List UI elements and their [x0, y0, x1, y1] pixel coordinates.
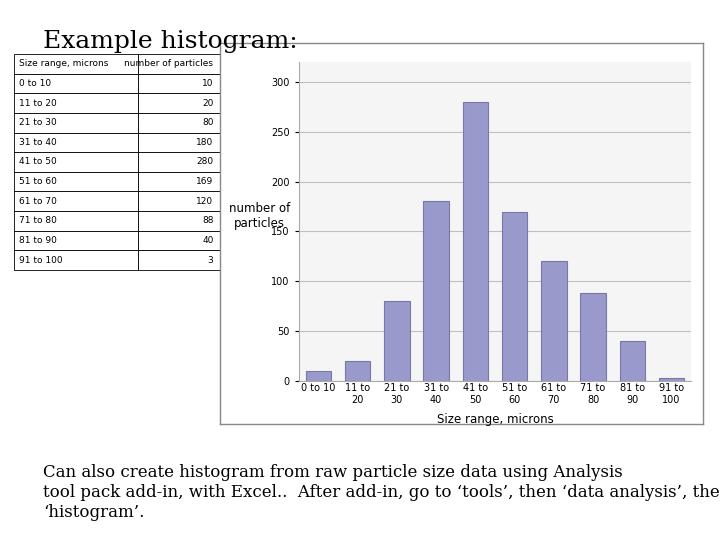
Bar — [138, 73, 220, 93]
Text: 10: 10 — [202, 79, 213, 88]
Bar — [14, 93, 138, 113]
Bar — [14, 152, 138, 172]
Text: Example histogram:: Example histogram: — [43, 30, 298, 53]
Text: 88: 88 — [202, 217, 213, 225]
Bar — [620, 341, 645, 381]
Bar — [138, 251, 220, 270]
Bar — [659, 377, 684, 381]
Bar — [138, 113, 220, 132]
Text: 180: 180 — [196, 138, 213, 147]
Text: tool pack add-in, with Excel..  After add-in, go to ‘tools’, then ‘data analysis: tool pack add-in, with Excel.. After add… — [43, 484, 720, 501]
Text: 21 to 30: 21 to 30 — [19, 118, 56, 127]
Text: 81 to 90: 81 to 90 — [19, 236, 56, 245]
Bar — [423, 201, 449, 381]
Text: 91 to 100: 91 to 100 — [19, 255, 62, 265]
Text: 71 to 80: 71 to 80 — [19, 217, 56, 225]
Bar — [138, 172, 220, 192]
Text: 169: 169 — [196, 177, 213, 186]
Text: number of
particles: number of particles — [229, 202, 290, 230]
Bar — [306, 371, 331, 381]
Bar — [14, 231, 138, 251]
Text: 280: 280 — [197, 158, 213, 166]
Bar — [138, 192, 220, 211]
Bar — [138, 132, 220, 152]
Text: Can also create histogram from raw particle size data using Analysis: Can also create histogram from raw parti… — [43, 464, 623, 481]
Bar — [138, 231, 220, 251]
Text: 11 to 20: 11 to 20 — [19, 99, 56, 107]
Bar — [138, 211, 220, 231]
Text: ‘histogram’.: ‘histogram’. — [43, 504, 145, 521]
Bar — [463, 102, 488, 381]
Bar — [580, 293, 606, 381]
Text: 51 to 60: 51 to 60 — [19, 177, 56, 186]
X-axis label: Size range, microns: Size range, microns — [436, 414, 554, 427]
Text: 0 to 10: 0 to 10 — [19, 79, 50, 88]
Bar — [14, 251, 138, 270]
Bar — [345, 361, 370, 381]
Bar — [14, 73, 138, 93]
Bar — [138, 93, 220, 113]
Bar — [14, 54, 138, 73]
Bar — [14, 172, 138, 192]
Text: 40: 40 — [202, 236, 213, 245]
Text: 20: 20 — [202, 99, 213, 107]
Text: 120: 120 — [197, 197, 213, 206]
Bar — [502, 212, 527, 381]
Bar — [14, 113, 138, 132]
Text: Size range, microns: Size range, microns — [19, 59, 108, 69]
Text: 80: 80 — [202, 118, 213, 127]
Bar — [384, 301, 410, 381]
Bar — [14, 132, 138, 152]
Bar — [14, 211, 138, 231]
Text: 61 to 70: 61 to 70 — [19, 197, 56, 206]
Bar — [138, 152, 220, 172]
Text: number of particles: number of particles — [125, 59, 213, 69]
Bar — [138, 54, 220, 73]
Bar — [541, 261, 567, 381]
Text: 3: 3 — [207, 255, 213, 265]
Text: 41 to 50: 41 to 50 — [19, 158, 56, 166]
Bar — [14, 192, 138, 211]
Text: 31 to 40: 31 to 40 — [19, 138, 56, 147]
